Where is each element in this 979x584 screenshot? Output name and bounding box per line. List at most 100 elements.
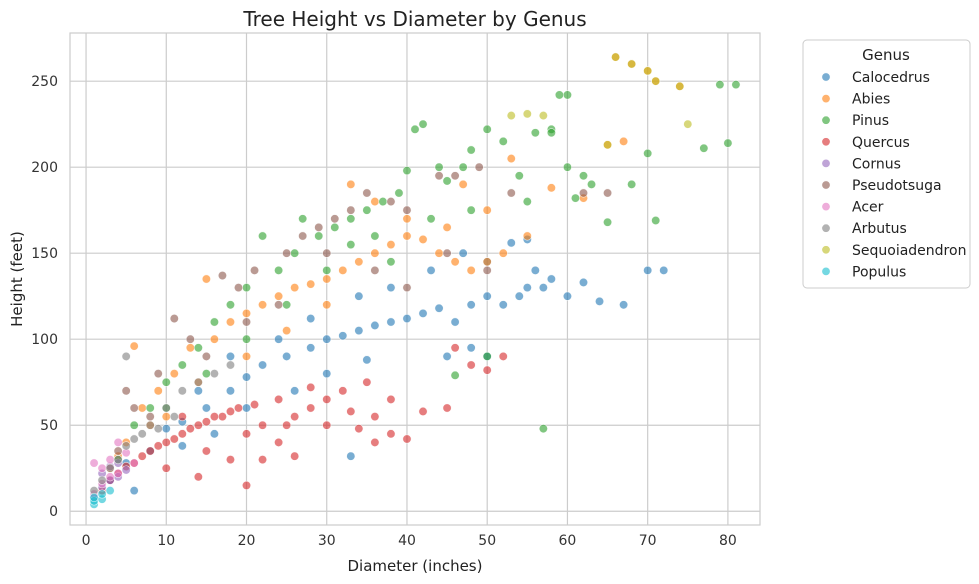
scatter-point	[603, 188, 613, 198]
scatter-point	[603, 140, 613, 150]
scatter-point	[225, 360, 235, 370]
scatter-point	[225, 455, 235, 465]
scatter-point	[506, 188, 516, 198]
scatter-point	[282, 351, 292, 361]
scatter-point	[434, 248, 444, 258]
scatter-point	[161, 424, 171, 434]
scatter-point	[145, 403, 155, 413]
series-populus	[89, 486, 115, 509]
scatter-point	[442, 222, 452, 232]
scatter-point	[217, 412, 227, 422]
scatter-point	[474, 162, 484, 172]
scatter-point	[482, 351, 492, 361]
scatter-point	[242, 403, 252, 413]
scatter-point	[217, 271, 227, 281]
scatter-point	[386, 283, 396, 293]
scatter-point	[121, 465, 131, 475]
legend-label: Arbutus	[852, 221, 907, 237]
scatter-point	[282, 248, 292, 258]
scatter-point	[506, 111, 516, 121]
legend-marker	[821, 115, 831, 125]
scatter-point	[466, 145, 476, 155]
scatter-point	[466, 343, 476, 353]
scatter-point	[354, 257, 364, 267]
scatter-point	[113, 455, 123, 465]
scatter-point	[595, 296, 605, 306]
scatter-point	[386, 240, 396, 250]
scatter-point	[161, 437, 171, 447]
scatter-point	[201, 274, 211, 284]
scatter-point	[161, 412, 171, 422]
scatter-point	[177, 360, 187, 370]
scatter-point	[402, 434, 412, 444]
scatter-point	[233, 283, 243, 293]
scatter-point	[258, 300, 268, 310]
scatter-point	[466, 300, 476, 310]
scatter-point	[354, 326, 364, 336]
series-sequoiadendron	[506, 52, 693, 150]
scatter-point	[177, 412, 187, 422]
scatter-point	[522, 197, 532, 207]
scatter-point	[129, 341, 139, 351]
scatter-point	[466, 205, 476, 215]
scatter-point	[113, 468, 123, 478]
scatter-point	[274, 437, 284, 447]
scatter-point	[386, 257, 396, 267]
scatter-point	[498, 136, 508, 146]
scatter-point	[506, 154, 516, 164]
scatter-point	[354, 291, 364, 301]
scatter-point	[442, 351, 452, 361]
scatter-point	[322, 300, 332, 310]
y-tick-label: 150	[31, 246, 58, 262]
scatter-point	[177, 429, 187, 439]
scatter-point	[386, 197, 396, 207]
scatter-point	[418, 406, 428, 416]
scatter-point	[514, 171, 524, 181]
scatter-point	[161, 377, 171, 387]
scatter-point	[362, 377, 372, 387]
scatter-point	[530, 128, 540, 138]
legend-box	[802, 39, 971, 289]
x-tick-label: 0	[82, 533, 91, 549]
scatter-point	[562, 90, 572, 100]
scatter-point	[274, 394, 284, 404]
legend-marker	[821, 223, 831, 233]
scatter-point	[290, 412, 300, 422]
legend-label: Abies	[852, 92, 890, 108]
scatter-point	[290, 248, 300, 258]
scatter-point	[153, 441, 163, 451]
x-tick-label: 40	[398, 533, 416, 549]
legend-label: Populus	[852, 264, 906, 280]
scatter-point	[651, 76, 661, 86]
scatter-point	[153, 369, 163, 379]
scatter-point	[338, 265, 348, 275]
x-tick-label: 60	[559, 533, 577, 549]
scatter-point	[97, 463, 107, 473]
scatter-point	[242, 308, 252, 318]
scatter-point	[370, 320, 380, 330]
scatter-point	[258, 360, 268, 370]
scatter-point	[402, 283, 412, 293]
scatter-point	[97, 475, 107, 485]
x-tick-label: 20	[238, 533, 256, 549]
scatter-point	[193, 420, 203, 430]
scatter-point	[169, 412, 179, 422]
scatter-point	[370, 248, 380, 258]
scatter-point	[105, 463, 115, 473]
scatter-point	[298, 214, 308, 224]
scatter-point	[354, 424, 364, 434]
scatter-point	[683, 119, 693, 129]
scatter-point	[129, 420, 139, 430]
scatter-point	[105, 486, 115, 496]
scatter-point	[482, 257, 492, 267]
scatter-point	[603, 217, 613, 227]
scatter-point	[530, 265, 540, 275]
scatter-point	[426, 214, 436, 224]
scatter-point	[402, 231, 412, 241]
scatter-point	[346, 205, 356, 215]
scatter-point	[482, 291, 492, 301]
scatter-point	[450, 257, 460, 267]
scatter-point	[394, 188, 404, 198]
scatter-point	[225, 406, 235, 416]
scatter-point	[306, 382, 316, 392]
